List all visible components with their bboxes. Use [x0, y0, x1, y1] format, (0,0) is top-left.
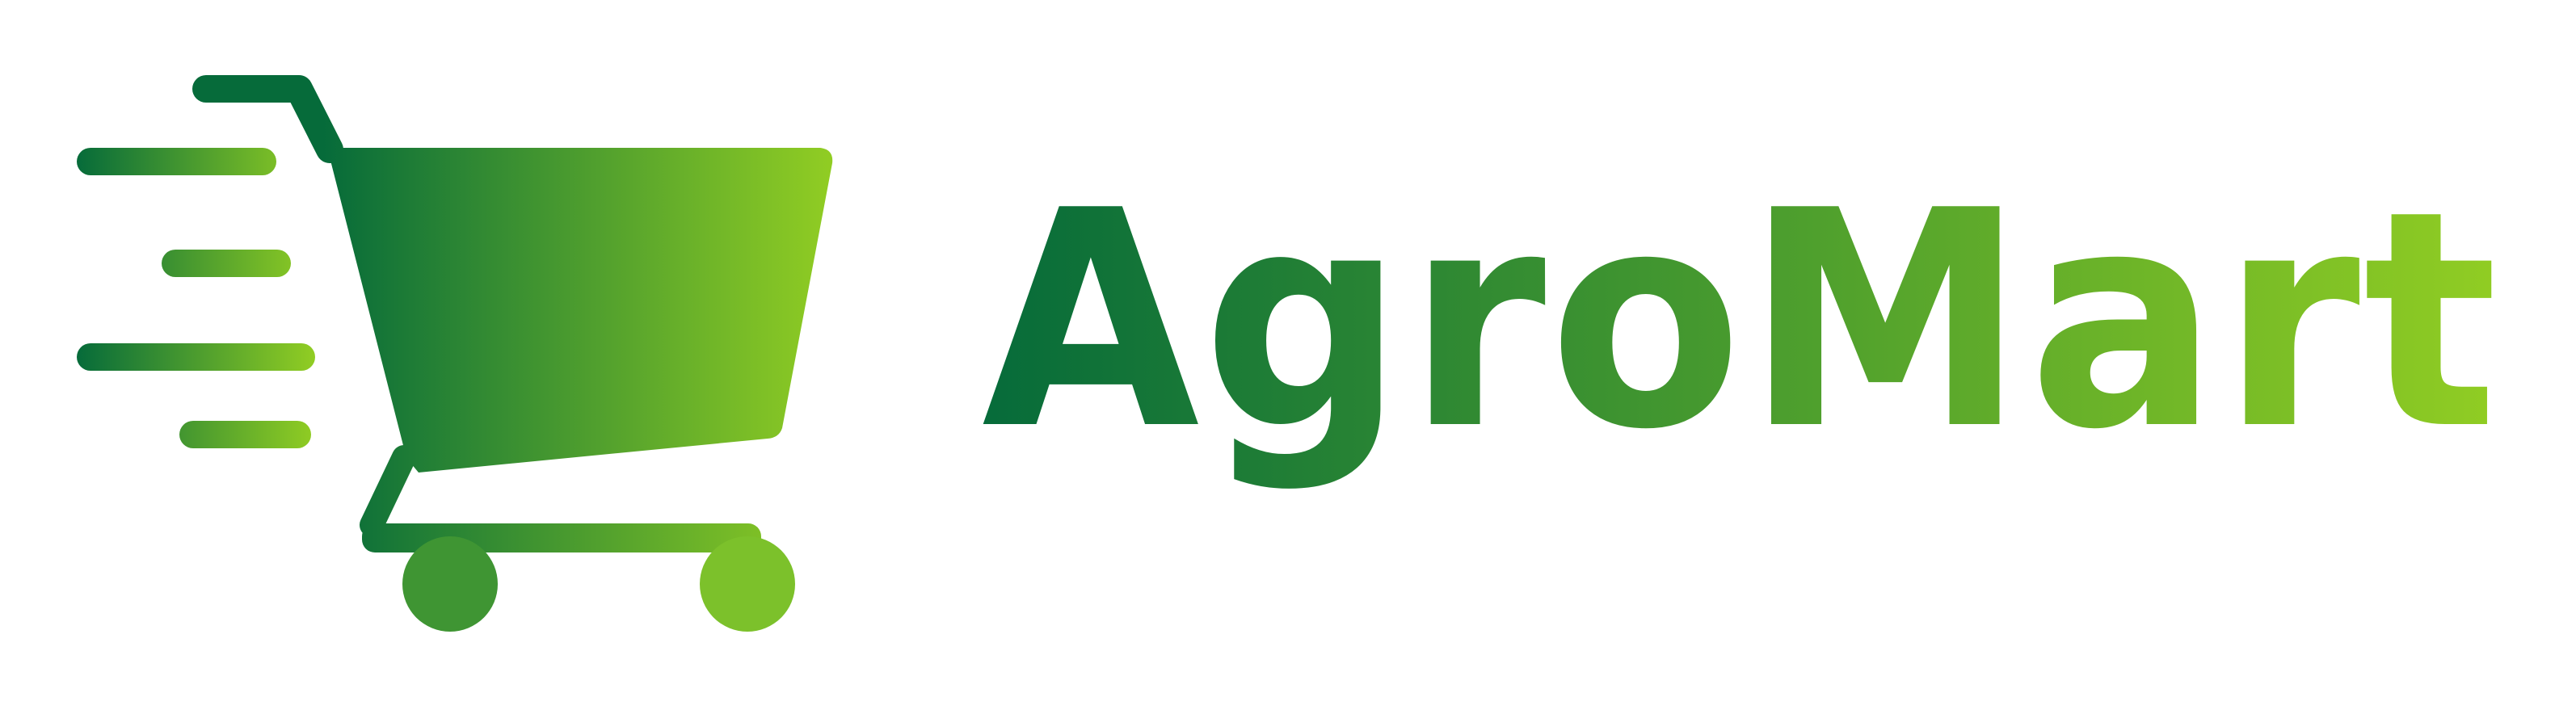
cart-support	[360, 445, 416, 537]
speed-line	[77, 148, 276, 175]
cart-wheel-left	[402, 536, 498, 632]
speed-line	[77, 343, 315, 371]
cart-handle	[192, 75, 343, 163]
shopping-cart-icon	[192, 75, 833, 632]
speed-line	[179, 421, 311, 448]
cart-wheel-right	[700, 536, 795, 632]
brand-wordmark: AgroMart	[982, 148, 2501, 495]
speed-lines-icon	[77, 148, 315, 448]
cart-basket	[327, 148, 833, 473]
speed-line	[162, 250, 291, 277]
